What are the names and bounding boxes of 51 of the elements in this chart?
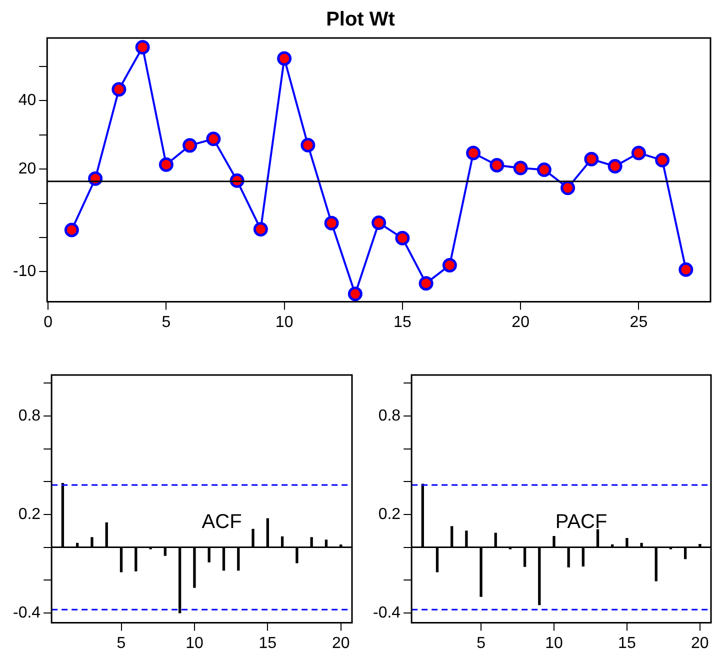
point [300, 138, 316, 152]
point [466, 146, 481, 160]
point [253, 222, 268, 237]
point [324, 216, 339, 230]
x-tick-label: 5 [162, 314, 171, 331]
x-tick-label: 10 [186, 634, 204, 652]
x-tick-label: 15 [258, 634, 277, 652]
point [135, 40, 150, 54]
y-tick-label: 0.2 [378, 506, 401, 523]
annotation: PACF [555, 511, 608, 534]
point [678, 262, 694, 277]
x-tick-label: 15 [394, 314, 412, 331]
chart-title: Plot Wt [326, 8, 396, 31]
annotation: ACF [202, 511, 242, 534]
x-tick-label: 20 [691, 634, 709, 652]
x-tick-label: 10 [275, 314, 294, 331]
point [277, 51, 292, 66]
x-tick-label: 5 [476, 634, 486, 652]
x-tick-label: 10 [545, 634, 563, 652]
y-tick-label: 0.8 [378, 407, 401, 424]
x-tick-label: 25 [630, 314, 648, 331]
point [348, 286, 362, 302]
point [655, 152, 670, 168]
x-tick-label: 0 [44, 314, 53, 331]
x-tick-label: 20 [512, 314, 530, 331]
point [584, 152, 599, 166]
point [112, 82, 126, 97]
point [442, 258, 457, 272]
y-tick-label: 0.8 [18, 407, 41, 424]
point [395, 230, 410, 246]
point [560, 180, 576, 196]
point [418, 276, 434, 291]
y-tick-label: -0.4 [372, 604, 401, 622]
y-tick-label: -10 [13, 263, 36, 280]
y-tick-label: -0.4 [12, 604, 41, 622]
x-tick-label: 20 [332, 634, 350, 652]
point [64, 222, 79, 238]
x-tick-label: 5 [116, 634, 126, 652]
point [513, 160, 528, 176]
point [490, 158, 504, 173]
point [182, 138, 198, 153]
point [372, 216, 386, 230]
x-tick-label: 15 [618, 634, 636, 652]
point [608, 159, 622, 174]
point [631, 146, 646, 160]
y-tick-label: 0.2 [18, 506, 41, 523]
point [158, 157, 174, 172]
y-tick-label: 40 [18, 92, 36, 110]
y-tick-label: 20 [18, 160, 36, 178]
point [536, 162, 552, 177]
point [206, 132, 221, 146]
